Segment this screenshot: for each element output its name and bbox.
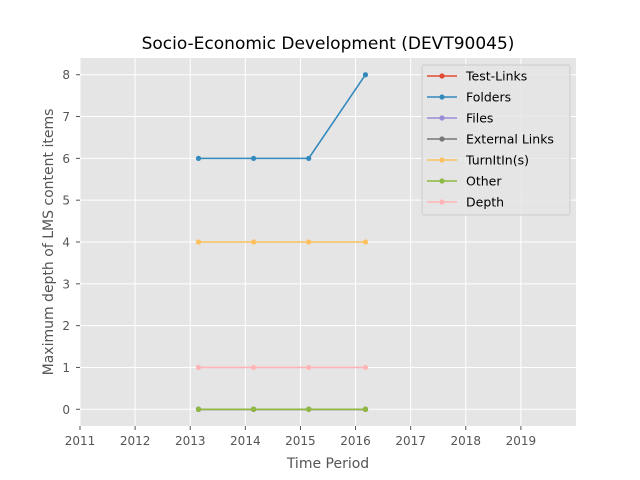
x-tick-label: 2016 (340, 434, 371, 448)
data-point-depth (306, 364, 312, 371)
y-tick-label: 0 (62, 403, 70, 417)
y-tick-label: 1 (62, 361, 70, 375)
data-point-turnitin-s (306, 239, 312, 245)
series-folders (195, 72, 369, 161)
chart-title: Socio-Economic Development (DEVT90045) (142, 34, 515, 54)
series-depth (195, 364, 369, 371)
legend-label-depth: Depth (466, 195, 504, 210)
data-point-depth (195, 364, 202, 371)
y-tick-label: 6 (62, 152, 70, 166)
legend-label-other: Other (466, 174, 502, 189)
data-point-other (306, 406, 312, 412)
data-point-other (195, 406, 202, 412)
x-axis: 2011 2012 2013 2014 2015 2016 2017 2018 2019 (65, 426, 536, 448)
y-tick-label: 8 (62, 68, 70, 82)
x-tick-label: 2012 (120, 434, 151, 448)
data-point-depth (362, 364, 369, 371)
data-point-turnitin-s (251, 239, 257, 245)
legend-marker-other (439, 178, 445, 184)
x-tick-label: 2014 (230, 434, 261, 448)
y-tick-label: 3 (62, 277, 70, 291)
legend-label-test-links: Test-Links (465, 69, 527, 84)
data-point-folders (306, 155, 312, 161)
y-tick-label: 7 (62, 110, 70, 124)
legend-marker-files (439, 115, 445, 121)
x-axis-label: Time Period (286, 456, 369, 472)
legend-label-folders: Folders (466, 90, 511, 105)
legend-marker-test-links (439, 73, 445, 79)
legend-label-external-links: External Links (466, 132, 554, 147)
x-tick-label: 2011 (65, 434, 96, 448)
series-line-folders (198, 74, 367, 160)
legend-marker-depth (439, 199, 445, 205)
series-turnitin-s (195, 239, 369, 245)
data-point-folders (251, 155, 257, 161)
data-point-other (362, 406, 369, 412)
x-tick-label: 2018 (451, 434, 482, 448)
x-tick-label: 2013 (175, 434, 206, 448)
data-point-depth (251, 364, 257, 371)
y-tick-label: 5 (62, 194, 70, 208)
y-tick-label: 2 (62, 319, 70, 333)
y-axis: 0 1 2 3 4 5 6 7 8 (62, 68, 80, 417)
legend-marker-folders (439, 94, 445, 100)
legend: Test-Links Folders Files External Links Turn… (421, 64, 571, 216)
data-point-turnitin-s (195, 239, 202, 245)
legend-marker-external-links (439, 136, 445, 142)
y-axis-label: Maximum depth of LMS content items (41, 109, 57, 376)
x-tick-label: 2019 (506, 434, 537, 448)
data-point-turnitin-s (362, 239, 369, 245)
legend-label-turnitin-s: TurnItIn(s) (465, 153, 529, 168)
data-point-folders (195, 155, 202, 161)
series-other (195, 406, 369, 412)
legend-box (421, 64, 571, 216)
x-tick-label: 2015 (285, 434, 316, 448)
series-group (195, 72, 369, 412)
data-point-folders (362, 72, 369, 78)
data-point-other (251, 406, 257, 412)
x-tick-label: 2017 (395, 434, 426, 448)
legend-marker-turnitin-s (439, 157, 445, 163)
y-tick-label: 4 (62, 236, 70, 250)
legend-label-files: Files (466, 111, 493, 126)
